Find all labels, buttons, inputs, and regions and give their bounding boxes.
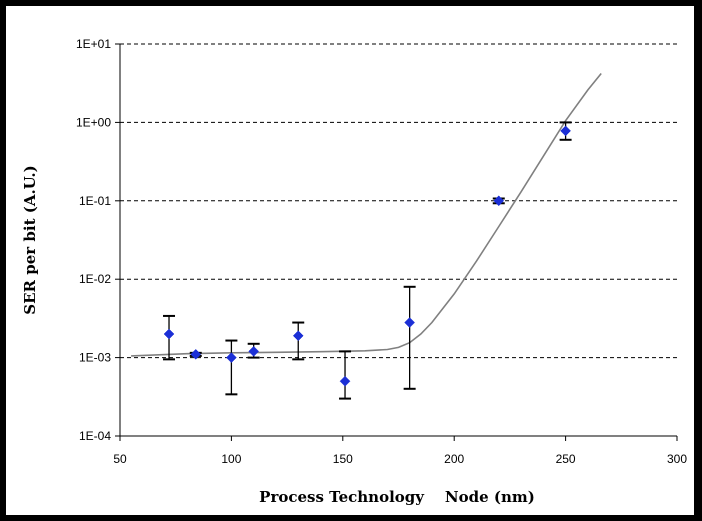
fit-curve-layer xyxy=(131,72,602,357)
y-tick-label: 1E-04 xyxy=(79,429,111,443)
fit-curve xyxy=(131,72,602,357)
data-point xyxy=(226,352,237,363)
x-tick-label: 150 xyxy=(333,452,353,466)
y-tick-label: 1E+00 xyxy=(76,115,111,129)
data-point xyxy=(404,317,415,328)
x-axis-title: Process Technology Node (nm) xyxy=(259,488,535,506)
x-tick-label: 50 xyxy=(113,452,127,466)
data-point xyxy=(292,330,304,342)
error-bars-layer xyxy=(163,121,572,400)
x-tick-label: 200 xyxy=(444,452,464,466)
data-points-layer xyxy=(163,125,571,387)
y-tick-label: 1E-03 xyxy=(79,351,111,365)
x-axis-ticks: 50 100 150 200 250 300 xyxy=(113,436,687,466)
data-point xyxy=(493,195,505,207)
x-tick-label: 100 xyxy=(221,452,241,466)
y-axis-ticks: 1E-04 1E-03 1E-02 1E-01 1E+00 1E+01 xyxy=(76,37,120,443)
data-point xyxy=(190,349,202,360)
y-tick-label: 1E-01 xyxy=(79,194,111,208)
y-tick-label: 1E+01 xyxy=(76,37,111,51)
data-point xyxy=(339,375,351,387)
x-tick-label: 300 xyxy=(667,452,687,466)
data-point xyxy=(248,346,260,357)
gridlines xyxy=(120,43,677,359)
y-axis-title: SER per bit (A.U.) xyxy=(21,165,39,314)
data-point xyxy=(560,125,571,137)
data-point xyxy=(163,328,175,340)
axes xyxy=(119,44,677,437)
x-tick-label: 250 xyxy=(556,452,576,466)
y-tick-label: 1E-02 xyxy=(79,272,111,286)
